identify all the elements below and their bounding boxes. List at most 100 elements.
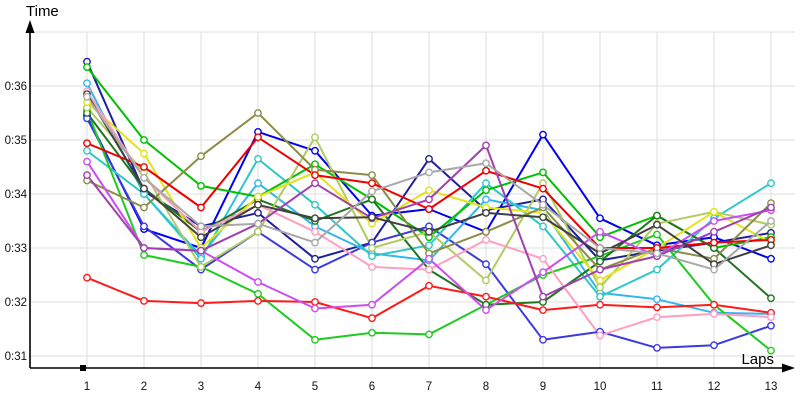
series-violet-point-lap-1[interactable] bbox=[83, 157, 91, 166]
series-cyan-point-lap-5[interactable] bbox=[311, 200, 319, 209]
series-green2-point-lap-5[interactable] bbox=[311, 335, 319, 344]
series-red2-point-lap-5[interactable] bbox=[311, 298, 319, 306]
series-pink-point-lap-11[interactable] bbox=[653, 313, 661, 322]
series-blue-point-lap-10[interactable] bbox=[596, 214, 604, 223]
series-darkgray-point-lap-3[interactable] bbox=[197, 233, 205, 242]
series-red2-point-lap-10[interactable] bbox=[596, 300, 604, 309]
series-red-point-lap-5[interactable] bbox=[311, 171, 319, 180]
series-red2-point-lap-4[interactable] bbox=[254, 297, 262, 305]
series-darkgreen-point-lap-13[interactable] bbox=[767, 294, 775, 303]
series-silver-point-lap-5[interactable] bbox=[311, 238, 319, 247]
series-olive-point-lap-8[interactable] bbox=[482, 227, 490, 236]
series-red-point-lap-8[interactable] bbox=[482, 166, 490, 175]
series-purple-point-lap-9[interactable] bbox=[539, 292, 547, 301]
series-red2-point-lap-6[interactable] bbox=[368, 314, 376, 323]
series-navy-point-lap-5[interactable] bbox=[311, 254, 319, 263]
series-green2-point-lap-7[interactable] bbox=[425, 330, 433, 339]
series-cyan-point-lap-1[interactable] bbox=[83, 146, 91, 155]
series-blue2-point-lap-9[interactable] bbox=[539, 335, 547, 344]
series-silver-point-lap-2[interactable] bbox=[140, 173, 148, 182]
series-silver-point-lap-13[interactable] bbox=[767, 217, 775, 225]
series-red2-point-lap-12[interactable] bbox=[710, 300, 718, 309]
series-purple-point-lap-5[interactable] bbox=[311, 179, 319, 188]
series-blue2-point-lap-13[interactable] bbox=[767, 321, 775, 330]
series-red-point-lap-6[interactable] bbox=[368, 179, 376, 188]
series-lightgreen-point-lap-3[interactable] bbox=[197, 262, 205, 271]
series-darkgreen-point-lap-6[interactable] bbox=[368, 195, 376, 204]
series-red2-point-lap-11[interactable] bbox=[653, 303, 661, 312]
series-lightgreen-point-lap-5[interactable] bbox=[311, 133, 319, 142]
series-silver-point-lap-1[interactable] bbox=[83, 92, 91, 101]
series-violet-point-lap-4[interactable] bbox=[254, 278, 262, 286]
series-silver-point-lap-3[interactable] bbox=[197, 222, 205, 231]
series-violet-point-lap-7[interactable] bbox=[425, 254, 433, 263]
series-darkgray-point-lap-13[interactable] bbox=[767, 241, 775, 250]
series-lightgreen-point-lap-8[interactable] bbox=[482, 276, 490, 285]
series-violet-point-lap-8[interactable] bbox=[482, 306, 490, 314]
series-green-point-lap-9[interactable] bbox=[539, 168, 547, 177]
series-darkgreen-point-lap-10[interactable] bbox=[596, 257, 604, 266]
series-blue2-point-lap-2[interactable] bbox=[140, 222, 148, 231]
series-pink-point-lap-12[interactable] bbox=[710, 309, 718, 318]
series-red-point-lap-4[interactable] bbox=[254, 133, 262, 142]
series-darkgray-point-lap-11[interactable] bbox=[653, 220, 661, 229]
series-lightgreen-point-lap-10[interactable] bbox=[596, 283, 604, 292]
series-violet-point-lap-5[interactable] bbox=[311, 304, 319, 313]
series-lightgreen-point-lap-4[interactable] bbox=[254, 227, 262, 236]
series-blue-point-lap-9[interactable] bbox=[539, 130, 547, 139]
series-red2-point-lap-7[interactable] bbox=[425, 281, 433, 290]
series-darkgray-point-lap-4[interactable] bbox=[254, 200, 262, 209]
series-green2-point-lap-2[interactable] bbox=[140, 251, 148, 259]
series-purple-point-lap-13[interactable] bbox=[767, 203, 775, 212]
series-darkgray-point-lap-5[interactable] bbox=[311, 214, 319, 223]
series-violet-point-lap-6[interactable] bbox=[368, 300, 376, 309]
series-red-point-lap-7[interactable] bbox=[425, 205, 433, 214]
series-pink-point-lap-9[interactable] bbox=[539, 254, 547, 263]
series-green-point-lap-8[interactable] bbox=[482, 186, 490, 195]
series-blue2-point-lap-11[interactable] bbox=[653, 343, 661, 352]
series-red2-point-lap-1[interactable] bbox=[83, 273, 91, 282]
series-green2-point-lap-6[interactable] bbox=[368, 328, 376, 337]
series-olive-point-lap-4[interactable] bbox=[254, 109, 262, 117]
series-blue2-point-lap-12[interactable] bbox=[710, 341, 718, 350]
series-violet-point-lap-12[interactable] bbox=[710, 217, 718, 225]
series-silver-point-lap-10[interactable] bbox=[596, 244, 604, 252]
series-silver-point-lap-9[interactable] bbox=[539, 200, 547, 209]
series-silver-point-lap-11[interactable] bbox=[653, 249, 661, 258]
series-cyan-point-lap-7[interactable] bbox=[425, 241, 433, 250]
series-navy-point-lap-7[interactable] bbox=[425, 154, 433, 163]
series-purple-point-lap-7[interactable] bbox=[425, 195, 433, 204]
series-red2-point-lap-9[interactable] bbox=[539, 306, 547, 314]
series-yellow-point-lap-12[interactable] bbox=[710, 207, 718, 216]
series-green-point-lap-2[interactable] bbox=[140, 136, 148, 144]
series-darkgray-point-lap-9[interactable] bbox=[539, 213, 547, 222]
series-blue2-point-lap-5[interactable] bbox=[311, 265, 319, 274]
series-green-point-lap-3[interactable] bbox=[197, 181, 205, 190]
series-purple-point-lap-8[interactable] bbox=[482, 141, 490, 150]
series-skyblue-point-lap-1[interactable] bbox=[83, 79, 91, 88]
series-green2-point-lap-13[interactable] bbox=[767, 346, 775, 355]
series-violet-point-lap-9[interactable] bbox=[539, 268, 547, 277]
series-cyan-point-lap-3[interactable] bbox=[197, 254, 205, 263]
series-cyan-point-lap-11[interactable] bbox=[653, 265, 661, 274]
series-blue2-point-lap-8[interactable] bbox=[482, 260, 490, 269]
series-skyblue-point-lap-4[interactable] bbox=[254, 179, 262, 188]
series-yellow-point-lap-10[interactable] bbox=[596, 276, 604, 285]
series-silver-point-lap-12[interactable] bbox=[710, 265, 718, 274]
series-skyblue-point-lap-11[interactable] bbox=[653, 295, 661, 304]
series-purple-point-lap-2[interactable] bbox=[140, 244, 148, 252]
series-darkgreen-point-lap-11[interactable] bbox=[653, 211, 661, 220]
series-darkgray-point-lap-8[interactable] bbox=[482, 208, 490, 217]
series-darkgray-point-lap-6[interactable] bbox=[368, 213, 376, 222]
series-silver-point-lap-8[interactable] bbox=[482, 159, 490, 168]
series-cyan-point-lap-10[interactable] bbox=[596, 292, 604, 301]
series-red-point-lap-1[interactable] bbox=[83, 139, 91, 148]
series-cyan-point-lap-9[interactable] bbox=[539, 222, 547, 231]
series-silver-point-lap-6[interactable] bbox=[368, 187, 376, 196]
series-red-point-lap-12[interactable] bbox=[710, 238, 718, 247]
series-cyan-point-lap-4[interactable] bbox=[254, 154, 262, 163]
series-navy-point-lap-4[interactable] bbox=[254, 208, 262, 217]
series-purple-point-lap-12[interactable] bbox=[710, 227, 718, 236]
series-violet-point-lap-10[interactable] bbox=[596, 227, 604, 236]
series-pink-point-lap-13[interactable] bbox=[767, 313, 775, 322]
